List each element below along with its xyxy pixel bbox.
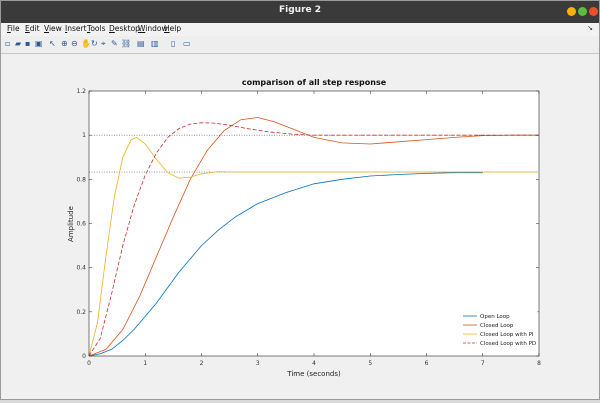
y-tick-label: 0.4 <box>76 265 86 272</box>
series-line-open-loop[interactable] <box>88 172 483 357</box>
series-line-closed-loop[interactable] <box>88 117 539 357</box>
x-tick-label: 6 <box>425 360 429 367</box>
show-plot-tools-icon[interactable]: ▭ <box>183 39 191 48</box>
colorbar-icon[interactable]: ▤ <box>137 39 145 48</box>
menu-bar: File Edit View Insert Tools Desktop Wind… <box>1 23 599 36</box>
legend-entry-label: Open Loop <box>480 314 510 320</box>
x-tick-label: 3 <box>256 360 260 367</box>
legend-box <box>458 309 538 353</box>
y-axis-label: Amplitude <box>67 206 75 242</box>
series-line-closed-loop-with-pi[interactable] <box>88 136 539 357</box>
minimize-button[interactable] <box>567 7 576 16</box>
pointer-icon[interactable]: ↖ <box>49 39 56 48</box>
x-axis-label: Time (seconds) <box>286 370 341 378</box>
close-button[interactable] <box>589 7 598 16</box>
x-tick-label: 8 <box>537 360 541 367</box>
window-title: Figure 2 <box>278 5 322 15</box>
series-line-closed-loop-with-pd[interactable] <box>88 122 539 357</box>
chart-title: comparison of all step response <box>242 78 387 87</box>
menu-desktop[interactable]: Desktop <box>109 24 140 33</box>
x-tick-label: 7 <box>481 360 485 367</box>
hide-plot-tools-icon[interactable]: ▯ <box>171 39 176 48</box>
x-tick-label: 2 <box>200 360 204 367</box>
print-icon[interactable]: ▣ <box>35 39 43 48</box>
x-tick-label: 1 <box>143 360 147 367</box>
x-tick-label: 5 <box>368 360 372 367</box>
legend-entry-label: Closed Loop <box>480 323 514 329</box>
rotate-icon[interactable]: ↻ <box>91 39 98 48</box>
plot-area: 0 1 2 3 4 5 6 7 8 0 0.2 0.4 0.6 0.8 1 1.2 comparison o… <box>1 54 599 399</box>
y-tick-label: 0.6 <box>76 221 86 228</box>
y-tick-label: 0 <box>82 353 86 360</box>
y-tick-label: 0.2 <box>76 309 86 316</box>
menu-edit[interactable]: Edit <box>25 24 40 33</box>
y-tick-label: 0.8 <box>76 176 86 183</box>
link-plot-icon[interactable]: ⛓ <box>121 39 132 48</box>
open-file-icon[interactable]: ▰ <box>15 39 22 48</box>
menu-help[interactable]: Help <box>164 24 182 33</box>
y-tick-label: 1 <box>82 132 86 139</box>
zoom-out-icon[interactable]: ⊖ <box>71 39 78 48</box>
step-response-chart: 0 1 2 3 4 5 6 7 8 0 0.2 0.4 0.6 0.8 1 1.2 comparison o… <box>67 78 541 378</box>
pan-icon[interactable]: ✋ <box>81 39 91 48</box>
legend-entry-label: Closed Loop with PI <box>480 332 534 338</box>
figure-toolbar: ▫ ▰ ▪ ▣ ↖ ⊕ ⊖ ✋ ↻ ⌖ ✎ ⛓ ▤ ▥ ▯ ▭ <box>1 36 599 54</box>
new-figure-icon[interactable]: ▫ <box>5 39 11 48</box>
legend-entry-label: Closed Loop with PD <box>480 341 536 347</box>
legend-icon[interactable]: ▥ <box>151 39 159 48</box>
save-icon[interactable]: ▪ <box>25 39 31 48</box>
menu-window[interactable]: Window <box>138 24 168 33</box>
brush-icon[interactable]: ✎ <box>111 39 118 48</box>
data-cursor-icon[interactable]: ⌖ <box>101 39 106 48</box>
zoom-in-icon[interactable]: ⊕ <box>61 39 68 48</box>
maximize-button[interactable] <box>578 7 587 16</box>
menu-view[interactable]: View <box>44 24 62 33</box>
menu-insert[interactable]: Insert <box>65 24 87 33</box>
legend[interactable]: Open Loop Closed Loop Closed Loop with PI C… <box>458 309 538 353</box>
title-bar[interactable]: Figure 2 <box>1 1 599 23</box>
menu-file[interactable]: File <box>7 24 20 33</box>
x-tick-label: 0 <box>87 360 91 367</box>
dock-arrow-icon[interactable]: ↘ <box>587 24 593 32</box>
y-tick-label: 1.2 <box>76 88 86 95</box>
menu-tools[interactable]: Tools <box>87 24 106 33</box>
x-tick-label: 4 <box>312 360 316 367</box>
